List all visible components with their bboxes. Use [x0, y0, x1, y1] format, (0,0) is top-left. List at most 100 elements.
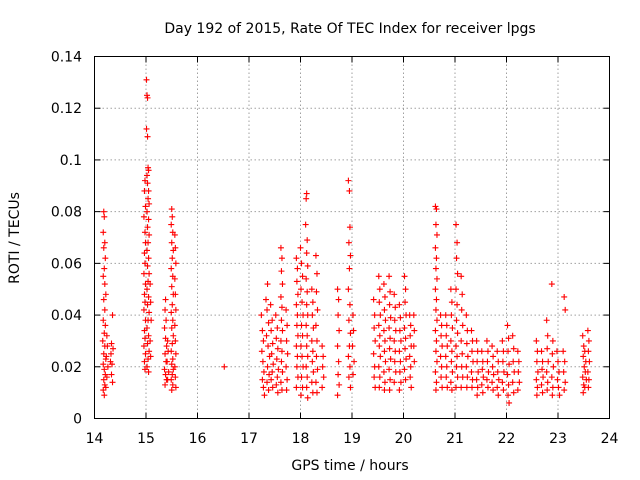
- data-point: [169, 301, 176, 308]
- data-point: [168, 206, 175, 213]
- data-point: [458, 273, 465, 280]
- data-point: [350, 327, 357, 334]
- data-point: [144, 325, 151, 331]
- data-point: [533, 358, 540, 365]
- data-point: [439, 384, 446, 391]
- data-point: [101, 239, 108, 246]
- data-point: [585, 384, 592, 391]
- data-point: [163, 343, 170, 350]
- data-point: [101, 381, 108, 388]
- data-point: [548, 281, 555, 288]
- data-point: [141, 327, 148, 334]
- data-point: [100, 317, 107, 324]
- data-point: [268, 327, 275, 334]
- data-point: [433, 337, 440, 344]
- data-point: [299, 353, 306, 360]
- data-point: [539, 389, 546, 396]
- data-point: [381, 348, 388, 355]
- data-point: [495, 376, 502, 383]
- data-point: [100, 229, 107, 236]
- data-point: [516, 379, 523, 386]
- data-point: [432, 203, 439, 210]
- data-point: [283, 306, 290, 313]
- data-point: [490, 387, 497, 394]
- data-point: [168, 387, 175, 394]
- data-point: [140, 213, 147, 220]
- data-point: [478, 381, 485, 388]
- data-point: [505, 335, 512, 342]
- data-point: [335, 371, 342, 378]
- data-point: [101, 213, 108, 220]
- data-point: [397, 314, 404, 321]
- data-point: [162, 350, 169, 357]
- data-point: [102, 322, 109, 329]
- data-point: [376, 332, 383, 339]
- data-point: [260, 368, 267, 375]
- data-point: [484, 358, 491, 365]
- data-point: [100, 387, 107, 394]
- data-point: [144, 172, 151, 179]
- data-point: [336, 327, 343, 334]
- data-point: [376, 343, 383, 350]
- y-tick-label: 0.02: [51, 360, 82, 376]
- data-point: [539, 358, 546, 365]
- data-point: [293, 384, 300, 391]
- data-point: [172, 306, 179, 313]
- data-point: [259, 376, 266, 383]
- data-point: [458, 384, 465, 391]
- data-point: [304, 237, 311, 244]
- data-point: [308, 286, 315, 293]
- data-point: [146, 231, 153, 238]
- data-point: [548, 374, 555, 381]
- data-point: [585, 376, 592, 383]
- data-point: [145, 239, 152, 246]
- data-point: [433, 317, 440, 324]
- data-point: [277, 293, 284, 300]
- data-point: [141, 299, 148, 306]
- data-point: [560, 348, 567, 355]
- data-point: [259, 358, 266, 365]
- data-point: [347, 330, 354, 337]
- data-point: [284, 322, 291, 329]
- data-point: [279, 368, 286, 375]
- data-point: [510, 358, 517, 365]
- data-point: [505, 392, 512, 399]
- data-point: [310, 368, 317, 375]
- data-point: [304, 288, 311, 295]
- data-point: [146, 348, 153, 355]
- data-point: [381, 387, 388, 394]
- data-point: [103, 353, 110, 360]
- data-point: [101, 330, 108, 337]
- data-point: [533, 392, 540, 399]
- data-point: [169, 340, 176, 347]
- data-point: [381, 379, 388, 386]
- data-point: [272, 312, 279, 319]
- data-point: [267, 301, 274, 308]
- data-point: [259, 327, 266, 334]
- data-point: [313, 389, 320, 396]
- data-point: [561, 293, 568, 300]
- data-point: [437, 353, 444, 360]
- data-point: [273, 356, 280, 363]
- data-point: [104, 363, 111, 370]
- data-point: [453, 255, 460, 262]
- data-point: [172, 244, 179, 251]
- data-point: [345, 353, 352, 360]
- data-point: [480, 374, 487, 381]
- data-point: [171, 231, 178, 238]
- data-point: [382, 317, 389, 324]
- data-point: [387, 376, 394, 383]
- data-point: [540, 374, 547, 381]
- data-point: [161, 366, 168, 373]
- data-point: [504, 322, 511, 329]
- data-point: [549, 350, 556, 357]
- data-point: [544, 379, 551, 386]
- data-point: [298, 392, 305, 399]
- data-point: [370, 296, 377, 303]
- data-point: [299, 273, 306, 280]
- data-point: [172, 374, 179, 381]
- data-point: [543, 317, 550, 324]
- data-point: [473, 376, 480, 383]
- data-point: [505, 348, 512, 355]
- x-tick-label: 16: [189, 431, 207, 447]
